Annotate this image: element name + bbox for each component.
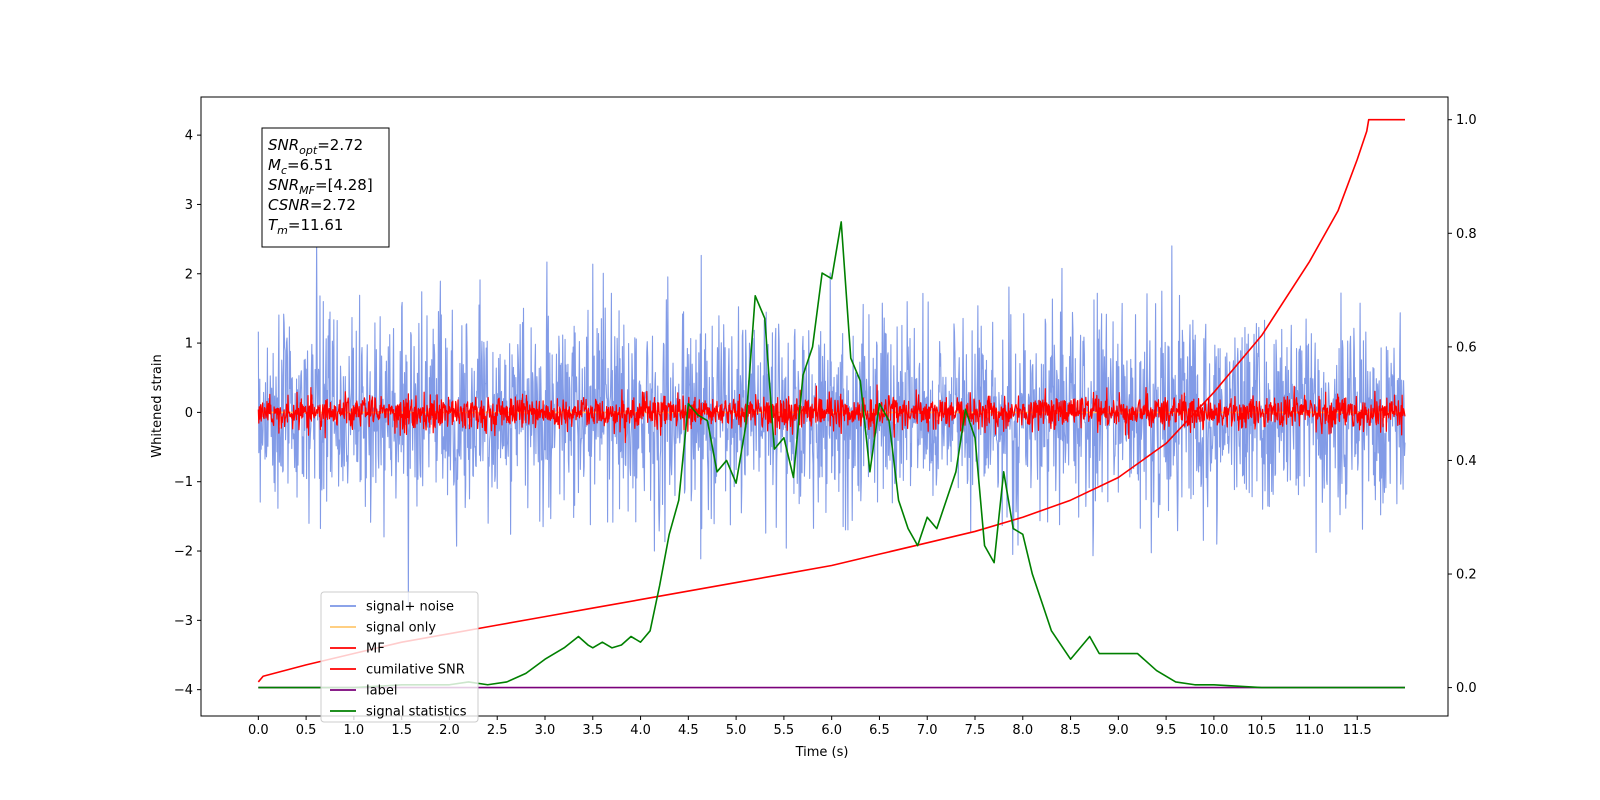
y-tick-label-right: 0.2 xyxy=(1456,568,1477,583)
x-tick-label: 4.5 xyxy=(678,723,699,738)
x-tick-label: 0.0 xyxy=(248,723,269,738)
legend-items: signal+ noise signal only MF cumilative SNR… xyxy=(330,600,467,720)
x-tick-label: 5.0 xyxy=(726,723,747,738)
legend-frame xyxy=(320,591,479,723)
y-tick-label-left: −3 xyxy=(174,614,193,629)
y-tick-label-left: 2 xyxy=(185,267,193,282)
y-axis-label: Whitened strain xyxy=(150,354,165,457)
x-axis-label: Time (s) xyxy=(795,745,849,760)
legend: signal+ noise signal only MF cumilative SNR… xyxy=(320,591,479,723)
y-ticks-left: 4 3 2 1 0 −1 −2 −3 −4 xyxy=(174,129,201,698)
info-box-frame xyxy=(261,127,390,248)
y-tick-label-left: 3 xyxy=(185,198,193,213)
series-line-signal-statistics xyxy=(258,221,1405,689)
x-tick-label: 3.5 xyxy=(582,723,603,738)
x-tick-label: 2.0 xyxy=(439,723,460,738)
legend-label: signal statistics xyxy=(366,705,467,720)
plot-frame xyxy=(200,96,1449,717)
x-tick-label: 11.0 xyxy=(1295,723,1324,738)
y-tick-label-right: 1.0 xyxy=(1456,113,1477,128)
x-ticks: 0.0 0.5 1.0 1.5 2.0 2.5 3.0 3.5 4.0 4.5 5.0 5.5 6.0 6… xyxy=(248,716,1372,738)
y-tick-label-left: 4 xyxy=(185,129,193,144)
info-line: SNRMF=[4.28] xyxy=(268,176,373,197)
y-tick-label-left: −2 xyxy=(174,545,193,560)
info-line: SNRopt=2.72 xyxy=(268,136,363,157)
x-tick-label: 1.5 xyxy=(391,723,412,738)
y-tick-label-left: −1 xyxy=(174,475,193,490)
y-tick-label-right: 0.4 xyxy=(1456,454,1477,469)
info-line: Mc=6.51 xyxy=(268,156,333,177)
legend-label: signal+ noise xyxy=(366,600,454,615)
info-line: CSNR=2.72 xyxy=(268,196,356,214)
x-tick-label: 11.5 xyxy=(1343,723,1372,738)
y-tick-label-left: 0 xyxy=(185,406,193,421)
y-tick-label-left: −4 xyxy=(174,683,193,698)
y-tick-label-right: 0.0 xyxy=(1456,681,1477,696)
y-ticks-right: 1.0 0.8 0.6 0.4 0.2 0.0 xyxy=(1448,113,1477,696)
x-tick-label: 6.0 xyxy=(821,723,842,738)
x-tick-label: 7.0 xyxy=(917,723,938,738)
x-tick-label: 6.5 xyxy=(869,723,890,738)
series-line-signal-noise xyxy=(257,236,1406,608)
x-tick-label: 4.0 xyxy=(630,723,651,738)
x-tick-label: 1.0 xyxy=(344,723,365,738)
x-tick-label: 10.0 xyxy=(1199,723,1228,738)
series-line-mf xyxy=(257,384,1406,444)
y-tick-label-right: 0.8 xyxy=(1456,227,1477,242)
x-tick-label: 9.5 xyxy=(1156,723,1177,738)
x-tick-label: 5.5 xyxy=(774,723,795,738)
legend-label: MF xyxy=(366,642,385,657)
legend-label: label xyxy=(366,684,397,699)
y-tick-label-right: 0.6 xyxy=(1456,340,1477,355)
x-tick-label: 8.0 xyxy=(1012,723,1033,738)
info-line: Tm=11.61 xyxy=(268,216,343,237)
x-tick-label: 9.0 xyxy=(1108,723,1129,738)
x-tick-label: 10.5 xyxy=(1247,723,1276,738)
y-tick-label-left: 1 xyxy=(185,337,193,352)
x-tick-label: 8.5 xyxy=(1060,723,1081,738)
x-tick-label: 7.5 xyxy=(965,723,986,738)
legend-label: cumilative SNR xyxy=(366,663,465,678)
legend-label: signal only xyxy=(366,621,436,636)
x-tick-label: 0.5 xyxy=(296,723,317,738)
x-tick-label: 3.0 xyxy=(535,723,556,738)
x-tick-label: 2.5 xyxy=(487,723,508,738)
